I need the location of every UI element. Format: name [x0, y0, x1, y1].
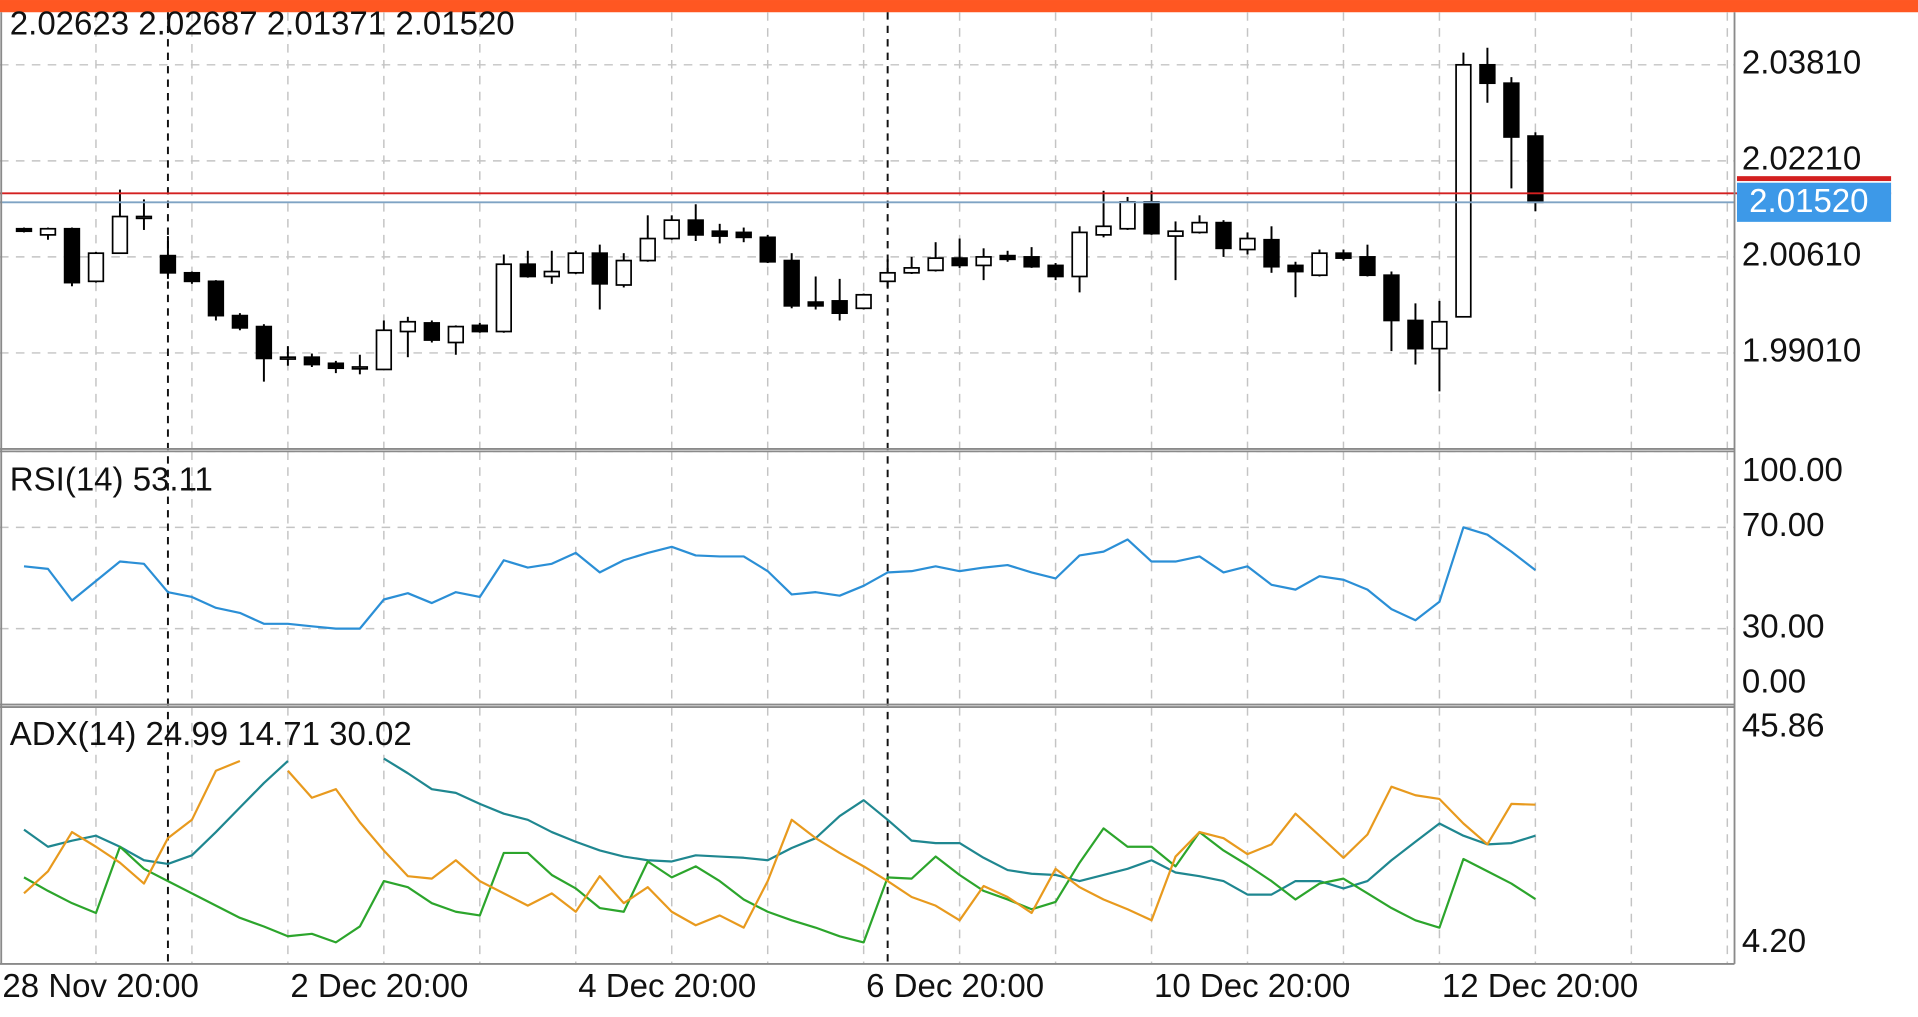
y-tick-label: 30.00 — [1742, 607, 1825, 644]
candle-body — [807, 301, 824, 307]
candle-body — [855, 293, 872, 310]
candle-body — [567, 252, 584, 274]
candle-body — [687, 219, 704, 236]
x-tick-label: 2 Dec 20:00 — [290, 967, 468, 1004]
candle-body — [735, 231, 752, 239]
x-tick-label: 10 Dec 20:00 — [1154, 967, 1350, 1004]
candle-body — [1287, 264, 1304, 273]
candle-body — [1095, 225, 1112, 236]
candles — [15, 47, 1544, 392]
adx-title: ADX(14) 24.99 14.71 30.02 — [10, 715, 412, 752]
candle-body — [87, 252, 105, 283]
candle-body — [879, 271, 896, 283]
plot-layer: 2.03810 2.02210 2.00610 1.99010 100.00 70.00 3… — [0, 12, 1892, 1004]
bid-box — [1736, 182, 1892, 222]
candle-body — [663, 219, 680, 240]
candle-body — [471, 324, 489, 333]
candle-body — [303, 356, 321, 366]
candle-body — [279, 356, 297, 360]
candle-body — [63, 227, 81, 284]
candle-body — [1407, 319, 1424, 350]
candle-body — [207, 280, 225, 317]
y-tick-label: 2.00610 — [1742, 236, 1861, 273]
candle-body — [159, 254, 177, 274]
candle-body — [999, 254, 1016, 261]
y-tick-label: 70.00 — [1742, 506, 1825, 543]
top-bar — [0, 0, 1918, 13]
candle-body — [1383, 274, 1400, 322]
candle-body — [927, 257, 944, 272]
y-tick-label: 4.20 — [1742, 922, 1806, 959]
candle-body — [375, 329, 393, 371]
y-tick-label: 2.03810 — [1742, 44, 1861, 81]
candle-body — [423, 322, 441, 341]
indicator-line — [23, 526, 1537, 630]
candle-body — [135, 215, 153, 220]
candle-body — [1023, 256, 1040, 268]
x-tick-label: 28 Nov 20:00 — [2, 967, 198, 1004]
candle-body — [1143, 201, 1160, 235]
indicator-line — [23, 827, 1536, 944]
y-tick-label: 2.02210 — [1742, 140, 1861, 177]
lines — [23, 757, 1536, 944]
candle-body — [711, 230, 728, 237]
candle-body — [543, 270, 560, 278]
x-tick-label: 4 Dec 20:00 — [578, 967, 756, 1004]
candle-body — [975, 256, 992, 267]
candle-body — [327, 362, 345, 370]
candle-body — [1455, 63, 1472, 318]
candle-body — [111, 215, 129, 255]
candle-body — [1479, 63, 1496, 85]
y-tick-label: 45.86 — [1742, 707, 1825, 744]
rsi-title: RSI(14) 53.11 — [10, 461, 213, 498]
candle-body — [1311, 252, 1328, 277]
candle-body — [495, 263, 512, 333]
candle-body — [255, 325, 273, 360]
candle-body — [951, 257, 968, 267]
candle-body — [519, 263, 536, 278]
indicator-line — [383, 757, 1536, 896]
y-tick-label: 1.99010 — [1742, 332, 1861, 369]
ohlc-info: 2.02623 2.02687 2.01371 2.01520 — [10, 4, 515, 41]
candle-body — [759, 236, 776, 263]
ask-marker — [1736, 176, 1892, 182]
candle-body — [1119, 201, 1136, 230]
candle-body — [591, 252, 608, 285]
x-tick-label: 12 Dec 20:00 — [1442, 967, 1638, 1004]
candle-body — [15, 227, 33, 233]
candle-body — [1239, 237, 1256, 251]
x-tick-label: 6 Dec 20:00 — [866, 967, 1044, 1004]
candle-body — [831, 300, 848, 315]
indicator-line — [23, 759, 241, 895]
candle-body — [39, 227, 57, 236]
candle-body — [399, 320, 417, 333]
candle-body — [783, 259, 800, 307]
candle-body — [1431, 320, 1448, 350]
candle-body — [447, 325, 465, 344]
candle-body — [231, 314, 249, 329]
indicator-line — [287, 770, 1536, 929]
lines — [23, 526, 1537, 630]
candle-body — [1263, 238, 1280, 268]
bid-label: 2.01520 — [1749, 182, 1868, 219]
candle-body — [1191, 221, 1208, 234]
candle-body — [1527, 135, 1544, 204]
candle-body — [1359, 256, 1376, 277]
candle-body — [1047, 264, 1064, 278]
candle-body — [639, 237, 656, 262]
candle-body — [1503, 82, 1520, 138]
candle-body — [1215, 221, 1232, 250]
candle-body — [1335, 252, 1352, 259]
y-tick-label: 100.00 — [1742, 451, 1843, 488]
candle-body — [1071, 231, 1088, 278]
y-tick-label: 0.00 — [1742, 663, 1806, 700]
candle-body — [183, 271, 201, 283]
candle-body — [903, 267, 920, 274]
candle-body — [351, 366, 369, 370]
candle-body — [615, 259, 632, 286]
candle-body — [1167, 230, 1184, 237]
